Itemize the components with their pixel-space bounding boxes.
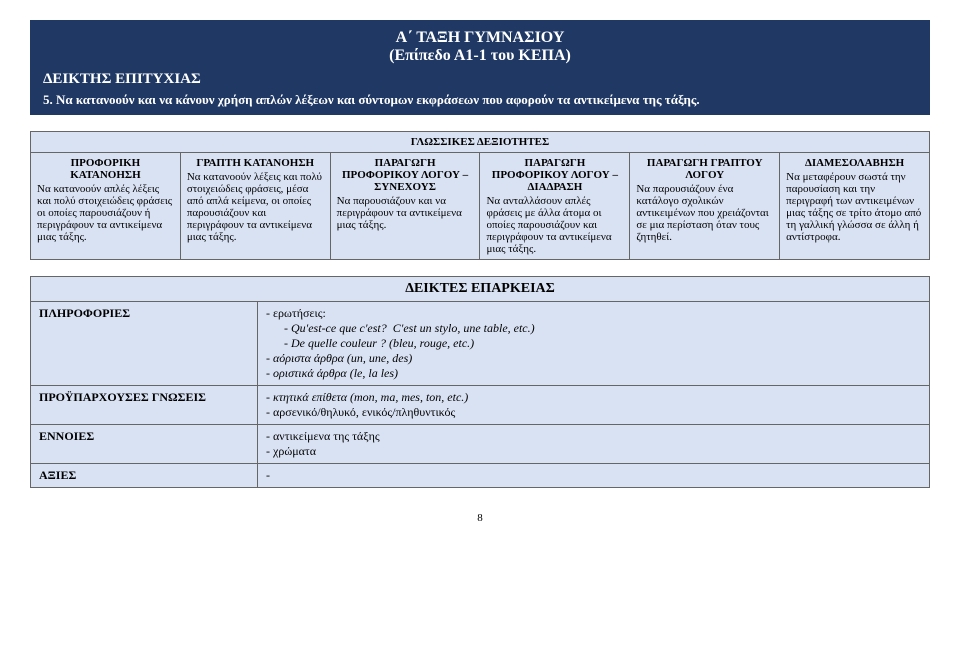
skill-body: Να παρουσιάζουν και να περιγράφουν τα αν… (337, 195, 474, 231)
row-label-concepts: ΕΝΝΟΙΕΣ (31, 425, 258, 464)
skill-col-written-comprehension: ΓΡΑΠΤΗ ΚΑΤΑΝΟΗΣΗ Να κατανοούν λέξεις και… (180, 153, 330, 260)
example-q1b: C'est un stylo, une table, etc.) (393, 321, 535, 335)
grade-title: Α΄ ΤΑΞΗ ΓΥΜΝΑΣΙΟΥ (43, 29, 917, 47)
indefinite-articles: αόριστα άρθρα (un, une, des) (273, 351, 412, 365)
row-content-values: - (258, 464, 930, 488)
table-row: ΠΛΗΡΟΦΟΡΙΕΣ ερωτήσεις: Qu'est-ce que c'e… (31, 302, 930, 386)
skill-body: Να κατανοούν απλές λέξεις και πολύ στοιχ… (37, 183, 174, 243)
row-label-prior-knowledge: ΠΡΟΫΠΑΡΧΟΥΣΕΣ ΓΝΩΣΕΙΣ (31, 386, 258, 425)
skills-row: ΠΡΟΦΟΡΙΚΗ ΚΑΤΑΝΟΗΣΗ Να κατανοούν απλές λ… (31, 153, 930, 260)
level-subtitle: (Επίπεδο Α1-1 του ΚΕΠΑ) (43, 47, 917, 65)
header-banner: Α΄ ΤΑΞΗ ΓΥΜΝΑΣΙΟΥ (Επίπεδο Α1-1 του ΚΕΠΑ… (30, 20, 930, 115)
skill-title: ΓΡΑΠΤΗ ΚΑΤΑΝΟΗΣΗ (187, 157, 324, 169)
page-number: 8 (30, 512, 930, 524)
skill-title: ΠΑΡΑΓΩΓΗ ΓΡΑΠΤΟΥ ΛΟΓΟΥ (636, 157, 773, 181)
skill-title: ΠΑΡΑΓΩΓΗ ΠΡΟΦΟΡΙΚΟΥ ΛΟΓΟΥ – ΣΥΝΕΧΟΥΣ (337, 157, 474, 193)
skill-title: ΠΑΡΑΓΩΓΗ ΠΡΟΦΟΡΙΚΟΥ ΛΟΓΟΥ – ΔΙΑΔΡΑΣΗ (486, 157, 623, 193)
adequacy-indicators-table: ΔΕΙΚΤΕΣ ΕΠΑΡΚΕΙΑΣ ΠΛΗΡΟΦΟΡΙΕΣ ερωτήσεις:… (30, 276, 930, 488)
colors-concept: χρώματα (273, 444, 316, 458)
example-q2: De quelle couleur ? (bleu, rouge, etc.) (291, 336, 474, 350)
skill-col-oral-comprehension: ΠΡΟΦΟΡΙΚΗ ΚΑΤΑΝΟΗΣΗ Να κατανοούν απλές λ… (31, 153, 181, 260)
gender-number: αρσενικό/θηλυκό, ενικός/πληθυντικός (273, 405, 455, 419)
success-indicator-item: 5. Να κατανοούν και να κάνουν χρήση απλώ… (43, 92, 917, 108)
skill-col-written-production: ΠΑΡΑΓΩΓΗ ΓΡΑΠΤΟΥ ΛΟΓΟΥ Να παρουσιάζουν έ… (630, 153, 780, 260)
skill-col-oral-interaction: ΠΑΡΑΓΩΓΗ ΠΡΟΦΟΡΙΚΟΥ ΛΟΓΟΥ – ΔΙΑΔΡΑΣΗ Να … (480, 153, 630, 260)
skills-header: ΓΛΩΣΣΙΚΕΣ ΔΕΞΙΟΤΗΤΕΣ (31, 132, 930, 153)
row-content-concepts: αντικείμενα της τάξης χρώματα (258, 425, 930, 464)
skill-title: ΠΡΟΦΟΡΙΚΗ ΚΑΤΑΝΟΗΣΗ (37, 157, 174, 181)
skill-body: Να κατανοούν λέξεις και πολύ στοιχειώδει… (187, 171, 324, 243)
table-row: ΕΝΝΟΙΕΣ αντικείμενα της τάξης χρώματα (31, 425, 930, 464)
skill-col-mediation: ΔΙΑΜΕΣΟΛΑΒΗΣΗ Να μεταφέρουν σωστά την πα… (780, 153, 930, 260)
success-indicator-heading: ΔΕΙΚΤΗΣ ΕΠΙΤΥΧΙΑΣ (43, 71, 917, 88)
definite-articles: οριστικά άρθρα (le, la les) (273, 366, 398, 380)
adequacy-header: ΔΕΙΚΤΕΣ ΕΠΑΡΚΕΙΑΣ (31, 277, 930, 302)
row-label-values: ΑΞΙΕΣ (31, 464, 258, 488)
row-content-prior-knowledge: κτητικά επίθετα (mon, ma, mes, ton, etc.… (258, 386, 930, 425)
classroom-objects: αντικείμενα της τάξης (273, 429, 380, 443)
skill-body: Να μεταφέρουν σωστά την παρουσίαση και τ… (786, 171, 923, 243)
example-q1a: Qu'est-ce que c'est? (291, 321, 387, 335)
skill-body: Να ανταλλάσουν απλές φράσεις με άλλα άτο… (486, 195, 623, 255)
row-content-information: ερωτήσεις: Qu'est-ce que c'est? C'est un… (258, 302, 930, 386)
row-label-information: ΠΛΗΡΟΦΟΡΙΕΣ (31, 302, 258, 386)
questions-label: ερωτήσεις: (273, 306, 326, 320)
skill-body: Να παρουσιάζουν ένα κατάλογο σχολικών αν… (636, 183, 773, 243)
language-skills-table: ΓΛΩΣΣΙΚΕΣ ΔΕΞΙΟΤΗΤΕΣ ΠΡΟΦΟΡΙΚΗ ΚΑΤΑΝΟΗΣΗ… (30, 131, 930, 260)
possessive-adjectives: κτητικά επίθετα (mon, ma, mes, ton, etc.… (273, 390, 468, 404)
skill-col-oral-continuous: ΠΑΡΑΓΩΓΗ ΠΡΟΦΟΡΙΚΟΥ ΛΟΓΟΥ – ΣΥΝΕΧΟΥΣ Να … (330, 153, 480, 260)
table-row: ΠΡΟΫΠΑΡΧΟΥΣΕΣ ΓΝΩΣΕΙΣ κτητικά επίθετα (m… (31, 386, 930, 425)
skill-title: ΔΙΑΜΕΣΟΛΑΒΗΣΗ (786, 157, 923, 169)
table-row: ΑΞΙΕΣ - (31, 464, 930, 488)
